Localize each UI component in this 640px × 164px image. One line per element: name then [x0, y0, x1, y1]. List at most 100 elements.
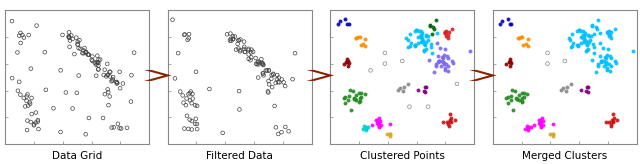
- Point: [501, 96, 511, 99]
- Point: [596, 60, 606, 62]
- Point: [225, 32, 236, 35]
- Point: [591, 70, 602, 73]
- Point: [564, 36, 574, 39]
- Point: [573, 45, 583, 48]
- Point: [29, 123, 39, 126]
- Point: [611, 62, 621, 64]
- Point: [410, 44, 420, 46]
- Point: [355, 97, 365, 100]
- Point: [106, 80, 116, 82]
- Point: [27, 113, 37, 115]
- Point: [115, 71, 125, 73]
- Point: [535, 123, 545, 125]
- Point: [506, 22, 516, 25]
- Point: [440, 48, 450, 51]
- Point: [584, 41, 594, 43]
- Point: [71, 36, 81, 39]
- Point: [81, 51, 92, 53]
- Point: [508, 88, 518, 91]
- Point: [180, 104, 191, 106]
- Point: [602, 69, 612, 72]
- Point: [513, 36, 524, 39]
- Point: [115, 87, 125, 90]
- Point: [573, 29, 584, 31]
- Point: [420, 33, 431, 36]
- Point: [276, 131, 287, 133]
- Point: [342, 61, 353, 64]
- Point: [428, 25, 438, 28]
- Point: [605, 34, 616, 37]
- Point: [367, 124, 377, 126]
- Point: [429, 27, 440, 30]
- Point: [605, 54, 615, 57]
- Point: [78, 49, 88, 51]
- Point: [112, 82, 122, 84]
- Point: [173, 52, 183, 54]
- Point: [256, 58, 266, 60]
- Point: [506, 98, 516, 101]
- Point: [87, 60, 97, 62]
- Point: [420, 48, 431, 51]
- Point: [519, 91, 529, 94]
- Point: [101, 75, 111, 78]
- Point: [575, 41, 586, 44]
- Text: Clustered Points: Clustered Points: [360, 151, 445, 161]
- Text: Merged Clusters: Merged Clusters: [522, 151, 607, 161]
- Point: [412, 28, 422, 31]
- Point: [548, 133, 558, 135]
- Point: [579, 33, 589, 36]
- Point: [103, 73, 113, 76]
- Point: [266, 77, 276, 80]
- Point: [518, 44, 529, 46]
- Point: [342, 22, 353, 25]
- Point: [425, 24, 435, 26]
- Point: [422, 39, 433, 41]
- Point: [601, 62, 611, 65]
- Point: [445, 119, 455, 122]
- Point: [102, 74, 113, 76]
- Point: [568, 42, 579, 44]
- Point: [72, 43, 83, 46]
- Point: [56, 131, 66, 133]
- Point: [170, 77, 180, 80]
- Point: [445, 112, 456, 115]
- Point: [374, 117, 385, 119]
- Point: [604, 35, 614, 37]
- Point: [419, 89, 429, 92]
- Point: [258, 72, 268, 75]
- Point: [104, 104, 114, 106]
- Point: [179, 33, 189, 36]
- Point: [608, 112, 618, 115]
- Point: [424, 59, 434, 61]
- Point: [263, 90, 273, 93]
- Point: [438, 121, 449, 123]
- Point: [351, 36, 361, 39]
- Point: [433, 60, 444, 62]
- Point: [340, 95, 351, 98]
- Point: [593, 64, 604, 67]
- Point: [23, 104, 33, 107]
- Point: [395, 87, 405, 90]
- Point: [111, 81, 122, 83]
- Point: [355, 101, 365, 103]
- Point: [129, 51, 140, 54]
- Point: [548, 123, 558, 125]
- Point: [505, 22, 515, 25]
- Point: [188, 92, 198, 95]
- Point: [371, 119, 381, 121]
- Point: [222, 33, 232, 36]
- Point: [440, 67, 450, 70]
- Point: [253, 61, 263, 63]
- Point: [598, 65, 609, 67]
- Point: [232, 42, 243, 45]
- Point: [243, 53, 253, 56]
- Point: [444, 31, 454, 34]
- Point: [565, 39, 575, 41]
- Point: [267, 86, 277, 88]
- Point: [600, 56, 610, 59]
- Point: [374, 125, 384, 127]
- Point: [272, 78, 282, 81]
- Point: [441, 62, 451, 65]
- Point: [601, 60, 611, 63]
- Point: [591, 25, 601, 28]
